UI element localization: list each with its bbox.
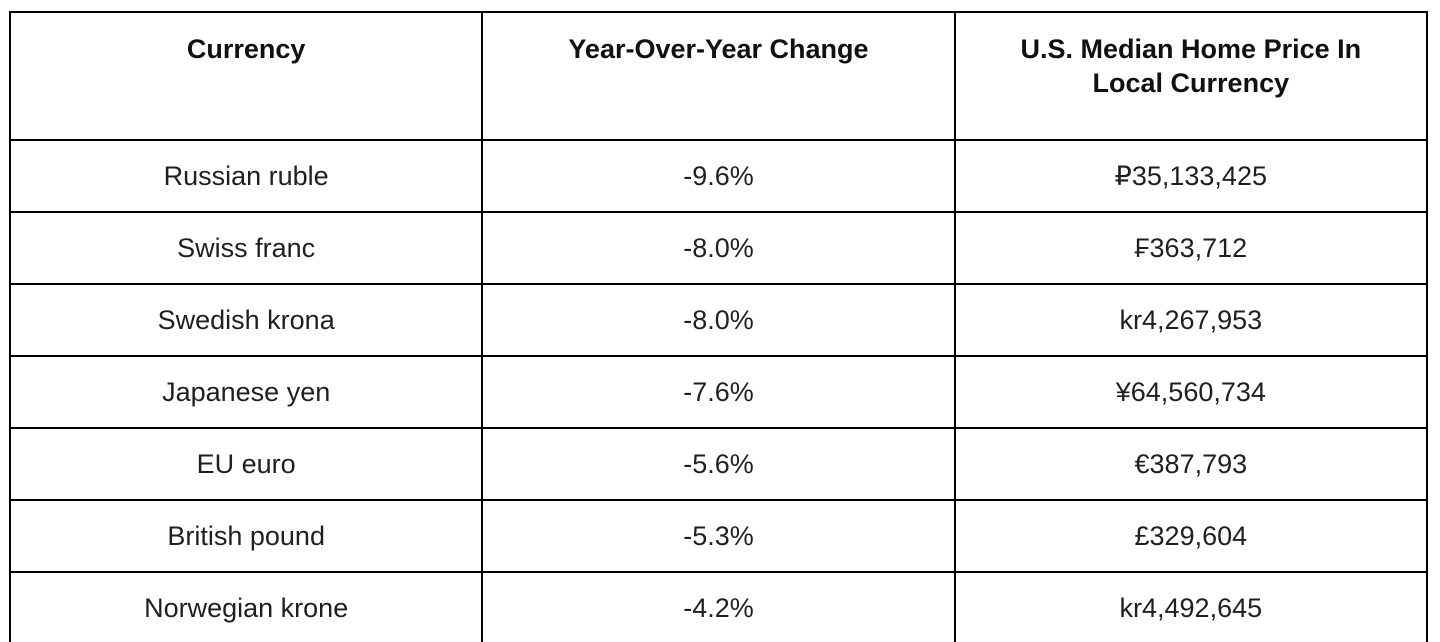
column-header-currency: Currency — [8, 11, 484, 141]
price-local-cell: kr4,267,953 — [953, 283, 1429, 357]
table-row: Russian ruble -9.6% ₽35,133,425 — [8, 139, 1429, 213]
price-local-cell: ₣363,712 — [953, 211, 1429, 285]
table-row: Japanese yen -7.6% ¥64,560,734 — [8, 355, 1429, 429]
yoy-change-cell: -4.2% — [481, 571, 956, 642]
currency-name-cell: British pound — [8, 499, 484, 573]
price-local-cell: €387,793 — [953, 427, 1429, 501]
currency-name-cell: Norwegian krone — [8, 571, 484, 642]
column-header-price-local-currency: U.S. Median Home Price In Local Currency — [953, 11, 1429, 141]
price-local-cell: kr4,492,645 — [953, 571, 1429, 642]
currency-name-cell: Japanese yen — [8, 355, 484, 429]
table-row: Norwegian krone -4.2% kr4,492,645 — [8, 571, 1429, 642]
yoy-change-cell: -7.6% — [481, 355, 956, 429]
yoy-change-cell: -8.0% — [481, 211, 956, 285]
currency-name-cell: EU euro — [8, 427, 484, 501]
yoy-change-cell: -8.0% — [481, 283, 956, 357]
price-local-cell: £329,604 — [953, 499, 1429, 573]
currency-home-price-table: Currency Year-Over-Year Change U.S. Medi… — [8, 11, 1429, 642]
table-body: Russian ruble -9.6% ₽35,133,425 Swiss franc… — [8, 139, 1429, 642]
currency-name-cell: Swedish krona — [8, 283, 484, 357]
currency-name-cell: Swiss franc — [8, 211, 484, 285]
yoy-change-cell: -5.6% — [481, 427, 956, 501]
currency-name-cell: Russian ruble — [8, 139, 484, 213]
yoy-change-cell: -5.3% — [481, 499, 956, 573]
column-header-yoy-change: Year-Over-Year Change — [481, 11, 956, 141]
yoy-change-cell: -9.6% — [481, 139, 956, 213]
header-row: Currency Year-Over-Year Change U.S. Medi… — [8, 11, 1429, 141]
table-row: EU euro -5.6% €387,793 — [8, 427, 1429, 501]
table-row: Swiss franc -8.0% ₣363,712 — [8, 211, 1429, 285]
price-local-cell: ₽35,133,425 — [953, 139, 1429, 213]
price-local-cell: ¥64,560,734 — [953, 355, 1429, 429]
table-row: Swedish krona -8.0% kr4,267,953 — [8, 283, 1429, 357]
table-row: British pound -5.3% £329,604 — [8, 499, 1429, 573]
